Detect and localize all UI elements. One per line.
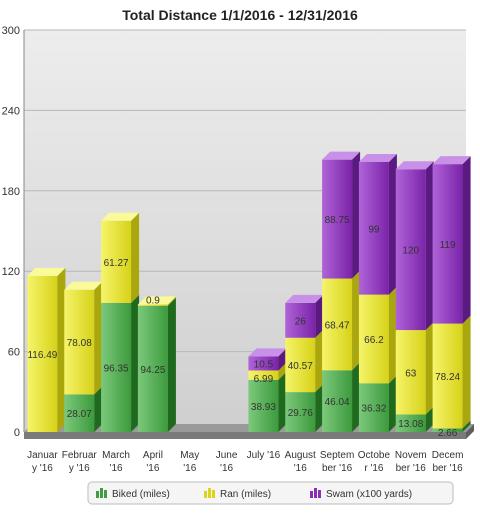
legend-item[interactable]: Swam (x100 yards) <box>310 488 412 500</box>
x-tick-label: May <box>180 450 199 461</box>
y-axis: 0 60 120 180 240 300 <box>2 25 25 439</box>
x-tick-label: August <box>285 450 316 461</box>
data-label: 116.49 <box>27 350 57 361</box>
chart-title: Total Distance 1/1/2016 - 12/31/2016 <box>122 7 358 23</box>
data-labels: 116.49 28.07 78.08 96.35 61.27 94.25 0.9 38.93 6… <box>27 215 460 439</box>
x-tick-label: ber '16 <box>322 463 353 474</box>
x-tick-label: '16 <box>220 463 233 474</box>
data-label: 46.04 <box>325 397 350 408</box>
y-tick-label: 60 <box>8 347 20 359</box>
bar-segment <box>137 296 176 306</box>
data-label: 13.08 <box>398 419 423 430</box>
data-label: 61.27 <box>104 258 129 269</box>
bar-segment <box>285 384 324 432</box>
bar-segment <box>322 270 361 371</box>
x-tick-label: y '16 <box>69 463 90 474</box>
floor-side <box>466 424 474 439</box>
data-label: 10.5 <box>254 359 274 370</box>
data-label: 38.93 <box>251 402 276 413</box>
x-tick-label: '16 <box>294 463 307 474</box>
data-label: 88.75 <box>325 215 350 226</box>
x-tick-label: '16 <box>146 463 159 474</box>
bar-segment <box>248 348 287 371</box>
bar-segment <box>248 371 287 432</box>
legend-label: Biked (miles) <box>112 489 170 500</box>
x-tick-label: '16 <box>110 463 123 474</box>
y-tick-label: 180 <box>2 186 20 198</box>
data-label: 99 <box>368 224 380 235</box>
data-label: 26 <box>295 316 307 327</box>
data-label: 28.07 <box>67 409 92 420</box>
bar-segment <box>395 406 434 432</box>
x-tick-label: ber '16 <box>396 463 427 474</box>
x-tick-label: r '16 <box>364 463 384 474</box>
x-tick-label: Februar <box>62 450 98 461</box>
x-tick-label: Januar <box>27 450 58 461</box>
bar-segment <box>322 151 361 279</box>
bar-segment <box>137 297 176 432</box>
bars <box>27 151 471 432</box>
bar-segment <box>432 315 471 429</box>
x-tick-label: Septem <box>320 450 354 461</box>
bar-segment <box>358 286 397 384</box>
bar-segment <box>248 362 287 380</box>
legend-item[interactable]: Biked (miles) <box>96 488 170 500</box>
data-label: 78.08 <box>67 338 92 349</box>
y-tick-label: 300 <box>2 25 20 37</box>
x-tick-label: April <box>143 450 163 461</box>
data-label: 40.57 <box>288 361 313 372</box>
data-label: 2.66 <box>438 428 458 439</box>
bar-segment <box>64 386 103 432</box>
legend-swatch-icon <box>310 491 313 498</box>
bar-segment <box>395 322 434 415</box>
x-tick-label: June <box>216 450 238 461</box>
bar-segment <box>285 329 324 393</box>
data-label: 36.32 <box>361 404 386 415</box>
legend-swatch-icon <box>96 491 99 498</box>
data-label: 68.47 <box>325 320 350 331</box>
data-label: 0.9 <box>146 295 160 306</box>
x-tick-label: Novem <box>395 450 427 461</box>
y-tick-label: 0 <box>14 427 20 439</box>
data-label: 66.2 <box>364 335 384 346</box>
legend-box <box>87 481 454 505</box>
bar-segment <box>101 294 140 432</box>
floor-front <box>24 432 466 439</box>
legend-label: Swam (x100 yards) <box>326 489 412 500</box>
bar-segment <box>395 161 434 331</box>
x-tick-label: Decem <box>432 450 464 461</box>
x-tick-label: Octobe <box>358 450 391 461</box>
x-tick-label: July '16 <box>247 450 281 461</box>
bar-segment <box>101 212 140 303</box>
x-tick-label: March <box>102 450 130 461</box>
data-label: 63 <box>405 368 417 379</box>
legend-label: Ran (miles) <box>220 489 271 500</box>
data-label: 78.24 <box>435 372 460 383</box>
legend: Biked (miles) Ran (miles) Swam (x100 yards… <box>87 481 454 505</box>
bar-segment <box>358 153 397 295</box>
data-label: 29.76 <box>288 408 313 419</box>
bar-segment <box>322 362 361 432</box>
data-label: 119 <box>440 240 456 251</box>
x-tick-label: y '16 <box>32 463 53 474</box>
x-tick-label: '16 <box>183 463 196 474</box>
y-tick-label: 240 <box>2 105 20 117</box>
data-label: 6.99 <box>254 374 274 385</box>
bar-segment <box>285 294 324 338</box>
x-axis: Januar y '16 Februar y '16 March '16 April '16 M… <box>27 450 463 474</box>
data-label: 96.35 <box>104 363 129 374</box>
legend-swatch-icon <box>204 491 207 498</box>
data-label: 120 <box>402 246 419 257</box>
bar-segment <box>432 156 471 324</box>
bar-segment <box>27 267 66 432</box>
y-tick-label: 120 <box>2 266 20 278</box>
legend-item[interactable]: Ran (miles) <box>204 488 271 500</box>
bar-segment <box>358 375 397 432</box>
data-label: 94.25 <box>140 365 165 376</box>
bar-segment <box>432 420 471 432</box>
x-tick-label: ber '16 <box>432 463 463 474</box>
bar-segment <box>64 281 103 395</box>
